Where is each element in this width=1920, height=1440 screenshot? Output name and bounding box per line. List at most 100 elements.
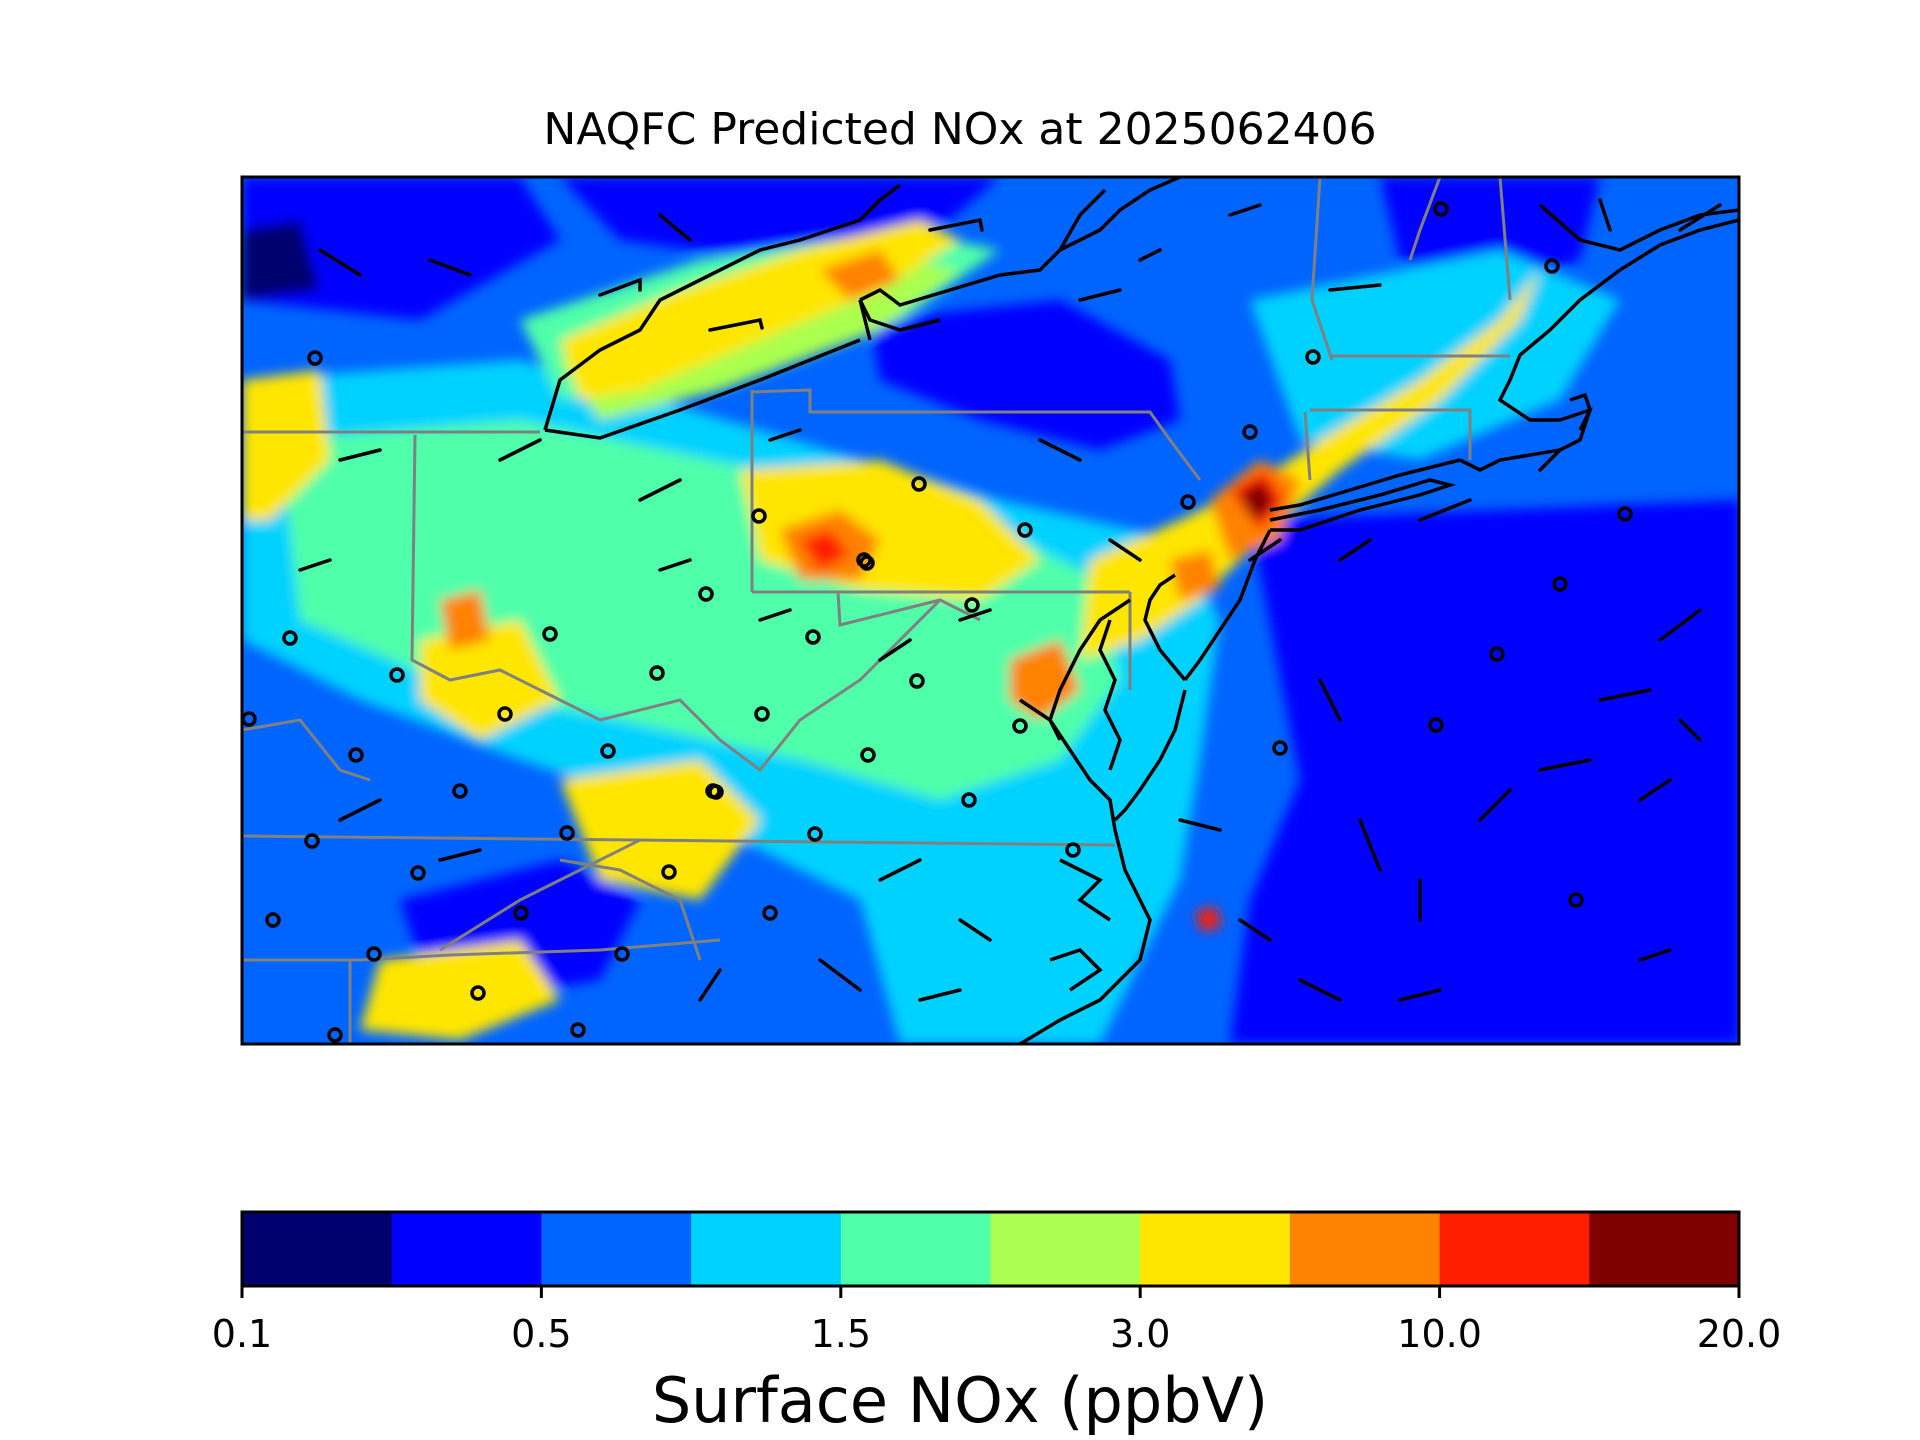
colorbar-bin bbox=[691, 1212, 842, 1286]
wind-barb bbox=[878, 638, 912, 662]
wind-barb bbox=[1038, 438, 1082, 462]
colorbar-bin bbox=[840, 1212, 991, 1286]
field-hot-nyc-core bbox=[1240, 480, 1275, 522]
field-low-ocean-2 bbox=[1440, 560, 1739, 1044]
wind-barb bbox=[1638, 948, 1672, 962]
lake-ontario bbox=[859, 177, 1181, 307]
border-nh-me bbox=[1408, 177, 1442, 261]
station-marker bbox=[304, 833, 320, 849]
station-marker bbox=[751, 508, 767, 524]
field-hot-w bbox=[440, 590, 490, 650]
wind-barb bbox=[658, 213, 692, 242]
station-marker bbox=[859, 555, 875, 571]
wind-barb bbox=[498, 438, 542, 462]
wind-barb bbox=[298, 558, 332, 572]
wind-barb bbox=[1328, 283, 1382, 292]
niagara bbox=[858, 299, 872, 341]
maine-coast bbox=[1459, 218, 1739, 472]
wind-barb bbox=[918, 988, 962, 1002]
wind-barb bbox=[768, 428, 802, 442]
wind-barb bbox=[1478, 788, 1512, 822]
station-marker bbox=[1272, 740, 1288, 756]
station-marker bbox=[1544, 258, 1560, 274]
wind-barb bbox=[1108, 538, 1142, 562]
wind-barb bbox=[1678, 203, 1722, 232]
border-ct-north bbox=[1310, 408, 1472, 460]
border-va-nc bbox=[242, 834, 1116, 847]
va-coast-south bbox=[1019, 829, 1152, 1044]
station-marker bbox=[860, 747, 876, 763]
lake-erie-south bbox=[544, 338, 861, 440]
station-marker bbox=[1180, 494, 1196, 510]
field-hot-norfolk bbox=[1195, 906, 1222, 932]
wind-barb bbox=[1228, 203, 1262, 217]
colorbar-tick-label: 10.0 bbox=[1397, 1312, 1482, 1356]
station-marker bbox=[389, 667, 405, 683]
wind-barb bbox=[698, 968, 722, 1002]
border-pa-north bbox=[751, 388, 1202, 481]
wind-barb bbox=[878, 858, 922, 882]
station-marker bbox=[542, 626, 558, 642]
wind-barb bbox=[338, 798, 382, 822]
border-wv-va bbox=[599, 598, 942, 773]
ct-coast bbox=[1269, 458, 1461, 512]
station-marker bbox=[282, 630, 298, 646]
station-marker bbox=[600, 743, 616, 759]
station-marker bbox=[570, 1022, 586, 1038]
border-ky-wv bbox=[242, 718, 371, 782]
field-low-nw-dark bbox=[242, 220, 320, 300]
colorbar-tick-label: 3.0 bbox=[1109, 1312, 1171, 1356]
border-va-tn bbox=[439, 838, 641, 952]
wind-barb bbox=[1338, 538, 1372, 562]
field-hot-phl bbox=[1170, 550, 1220, 600]
border-oh-wv-river bbox=[410, 434, 601, 722]
wind-barb bbox=[1138, 248, 1162, 262]
border-ny-vt bbox=[1310, 177, 1334, 361]
field-low-nw bbox=[242, 177, 560, 320]
potomac bbox=[1019, 698, 1062, 741]
wind-barb bbox=[428, 258, 472, 277]
wind-barb bbox=[1678, 718, 1702, 742]
station-marker bbox=[470, 985, 486, 1001]
wind-barb bbox=[598, 277, 642, 297]
lake-ontario-south bbox=[858, 299, 941, 332]
wind-barb bbox=[1248, 538, 1282, 562]
field-hot-pittsburgh-core bbox=[800, 530, 850, 570]
station-marker bbox=[1489, 646, 1505, 662]
station-marker bbox=[661, 864, 677, 880]
colorbar bbox=[242, 1212, 1740, 1286]
wind-barb bbox=[958, 608, 992, 622]
wind-barb bbox=[638, 478, 682, 502]
field-high-yellow-w bbox=[242, 370, 330, 520]
colorbar-frame bbox=[240, 1210, 1741, 1288]
st-lawrence bbox=[1058, 188, 1107, 251]
station-marker bbox=[1305, 349, 1321, 365]
station-marker bbox=[307, 350, 323, 366]
page-title: NAQFC Predicted NOx at 2025062406 bbox=[543, 104, 1377, 155]
field-low-north bbox=[560, 177, 1000, 260]
wind-barb bbox=[1538, 448, 1562, 472]
station-marker bbox=[961, 792, 977, 808]
border-wv-panhandle bbox=[836, 591, 981, 627]
wind-barb bbox=[1298, 978, 1342, 1002]
colorbar-bin bbox=[391, 1212, 542, 1286]
border-ky-va bbox=[242, 938, 721, 962]
colorbar-bin bbox=[1140, 1212, 1291, 1286]
colorbar-tick-label: 0.1 bbox=[211, 1312, 273, 1356]
wind-barb bbox=[438, 848, 482, 862]
long-island bbox=[1269, 478, 1457, 532]
station-marker bbox=[649, 665, 665, 681]
colorbar-bin bbox=[990, 1212, 1141, 1286]
chesapeake-inner bbox=[1098, 619, 1122, 771]
wind-barb bbox=[708, 317, 764, 332]
colorbar-tick-label: 20.0 bbox=[1696, 1312, 1782, 1356]
map-frame bbox=[240, 175, 1741, 1046]
station-marker bbox=[1065, 842, 1081, 858]
wind-barb bbox=[1358, 818, 1382, 872]
coastlines bbox=[543, 177, 1739, 1044]
station-marker bbox=[1433, 201, 1449, 217]
station-marker bbox=[909, 673, 925, 689]
colorbar-ticks bbox=[240, 1286, 1741, 1298]
station-marker bbox=[452, 783, 468, 799]
wind-barb bbox=[1598, 688, 1652, 702]
